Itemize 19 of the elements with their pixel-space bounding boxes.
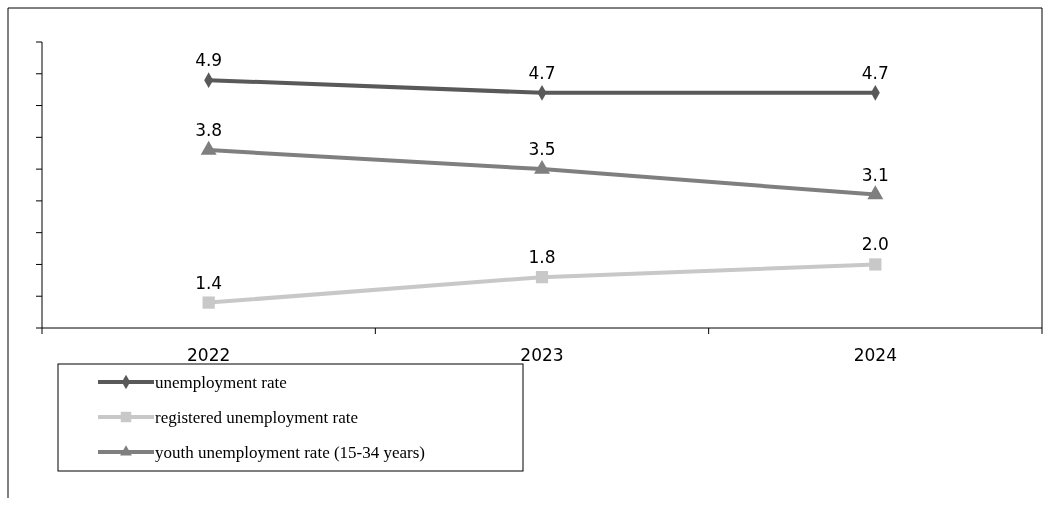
data-label: 3.5 [528, 139, 556, 160]
data-label: 3.1 [861, 164, 889, 185]
legend-label: unemployment rate [155, 373, 287, 392]
x-tick-label: 2022 [187, 345, 231, 365]
point [867, 185, 884, 200]
legend-label: registered unemployment rate [155, 408, 358, 427]
data-label: 1.4 [195, 272, 223, 293]
data-label: 4.7 [528, 62, 556, 83]
point [202, 296, 215, 309]
data-label: 1.8 [528, 247, 556, 268]
data-label: 4.7 [861, 62, 889, 83]
data-label: 2.0 [861, 234, 889, 255]
legend-label: youth unemployment rate (15-34 years) [155, 443, 426, 462]
x-tick-label: 2023 [520, 345, 564, 365]
data-label: 4.9 [195, 50, 223, 71]
x-tick-label: 2024 [853, 345, 897, 365]
point [535, 271, 549, 284]
data-label: 3.8 [195, 120, 223, 141]
point [869, 258, 882, 271]
